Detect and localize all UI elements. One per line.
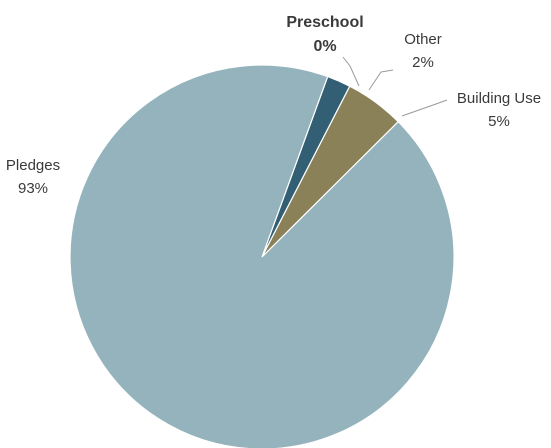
slice-label-building-use-value: 5% [488,113,510,130]
pie-slices [69,64,455,448]
leader-lines [342,56,448,117]
slice-label-preschool-value: 0% [313,38,336,55]
slice-label-other-value: 2% [412,54,434,71]
slice-label-other: Other 2% [404,31,442,71]
slice-label-pledges: Pledges 93% [6,157,60,197]
slice-label-pledges-value: 93% [18,180,48,197]
slice-label-other-name: Other [404,31,442,48]
slice-label-building-use-name: Building Use [457,90,541,107]
pie-slice-pledges [69,64,455,448]
leader-line-other [368,69,394,91]
leader-line-preschool [342,56,360,87]
slice-label-preschool: Preschool 0% [286,14,363,55]
leader-line-building-use [401,99,448,117]
slice-label-building-use: Building Use 5% [457,90,541,130]
slice-label-pledges-name: Pledges [6,157,60,174]
slice-label-preschool-name: Preschool [286,14,363,31]
